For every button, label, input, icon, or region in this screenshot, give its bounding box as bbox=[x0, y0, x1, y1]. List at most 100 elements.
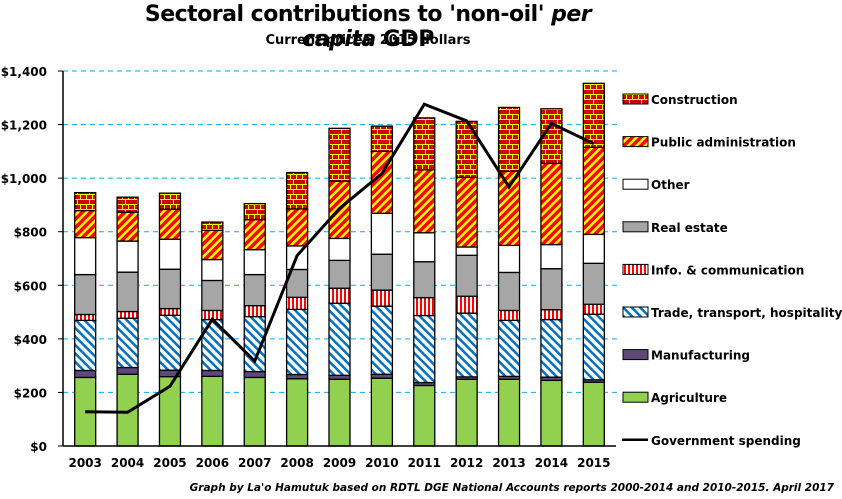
legend-item-trade-transport-hospitality: Trade, transport, hospitality bbox=[622, 306, 842, 320]
bar-manufacturing-2007 bbox=[243, 370, 266, 379]
bar-info-communication-2012 bbox=[455, 295, 478, 314]
bar-info-communication-2003 bbox=[74, 313, 97, 322]
bar-trade-transport-hospitality-2011 bbox=[413, 314, 436, 384]
bar-trade-transport-hospitality-2015 bbox=[582, 313, 605, 381]
gridlines bbox=[63, 70, 618, 393]
bar-info-communication-2010 bbox=[370, 289, 394, 307]
bar-agriculture-2009 bbox=[328, 378, 351, 447]
bar-agriculture-2006 bbox=[201, 375, 224, 447]
bar-info-communication-2011 bbox=[413, 296, 436, 317]
bar-info-communication-2008 bbox=[285, 296, 309, 311]
legend-label: Construction bbox=[651, 93, 738, 107]
x-tick-label: 2003 bbox=[68, 456, 101, 470]
bar-public-administration-2014 bbox=[540, 162, 563, 246]
x-tick-label: 2011 bbox=[408, 456, 441, 470]
y-tick-label: $600 bbox=[14, 279, 47, 293]
bar-agriculture-2007 bbox=[243, 376, 266, 447]
bar-agriculture-2010 bbox=[370, 377, 394, 447]
bar-trade-transport-hospitality-2009 bbox=[328, 302, 351, 376]
x-tick-label: 2005 bbox=[153, 456, 186, 470]
bar-agriculture-2012 bbox=[455, 378, 478, 447]
bar-real-estate-2015 bbox=[582, 262, 605, 305]
bar-construction-2007 bbox=[243, 202, 266, 221]
bar-public-administration-2015 bbox=[582, 146, 605, 236]
legend-label: Real estate bbox=[651, 221, 728, 235]
x-tick-label: 2009 bbox=[323, 456, 356, 470]
bar-trade-transport-hospitality-2003 bbox=[74, 319, 97, 372]
bar-agriculture-2015 bbox=[582, 381, 605, 447]
bar-construction-2011 bbox=[413, 117, 436, 171]
bar-trade-transport-hospitality-2008 bbox=[285, 308, 309, 376]
legend-swatch bbox=[622, 349, 649, 361]
bar-public-administration-2004 bbox=[116, 211, 139, 242]
bar-stack-2015 bbox=[582, 82, 605, 447]
bar-real-estate-2007 bbox=[243, 273, 266, 307]
legend-swatch bbox=[622, 263, 649, 275]
legend-item-info-communication: Info. & communication bbox=[622, 263, 804, 277]
bar-info-communication-2009 bbox=[328, 287, 351, 304]
legend-item-other: Other bbox=[622, 178, 690, 192]
government-spending-line bbox=[85, 102, 595, 414]
bar-manufacturing-2003 bbox=[74, 369, 97, 379]
legend-item-agriculture: Agriculture bbox=[622, 391, 727, 405]
bar-real-estate-2011 bbox=[413, 261, 436, 299]
bar-agriculture-2011 bbox=[413, 384, 436, 447]
bar-real-estate-2013 bbox=[497, 271, 521, 312]
source-footer: Graph by La'o Hamutuk based on RDTL DGE … bbox=[189, 482, 834, 494]
bar-construction-2006 bbox=[201, 221, 224, 232]
bar-other-2006 bbox=[201, 258, 224, 282]
bar-stack-2011 bbox=[413, 117, 436, 447]
bar-other-2003 bbox=[74, 236, 97, 276]
bar-public-administration-2008 bbox=[285, 208, 309, 247]
bar-stack-2012 bbox=[455, 120, 478, 447]
bar-other-2005 bbox=[158, 238, 182, 270]
bar-agriculture-2008 bbox=[285, 378, 309, 447]
bar-agriculture-2014 bbox=[540, 379, 563, 447]
bar-info-communication-2014 bbox=[540, 309, 563, 321]
bar-other-2010 bbox=[370, 212, 394, 255]
line-government-spending bbox=[85, 102, 595, 414]
bar-public-administration-2011 bbox=[413, 169, 436, 234]
bar-construction-2008 bbox=[285, 171, 309, 210]
x-tick-label: 2004 bbox=[111, 456, 144, 470]
bar-real-estate-2004 bbox=[116, 271, 139, 313]
chart-title-end: GDP bbox=[382, 27, 434, 52]
bar-real-estate-2014 bbox=[540, 268, 563, 311]
x-tick-label: 2008 bbox=[280, 456, 313, 470]
bar-real-estate-2012 bbox=[455, 254, 478, 297]
bar-manufacturing-2004 bbox=[116, 366, 139, 375]
bar-manufacturing-2006 bbox=[201, 369, 224, 378]
bar-construction-2004 bbox=[116, 196, 139, 213]
bar-other-2004 bbox=[116, 240, 139, 273]
x-tick-label: 2010 bbox=[365, 456, 398, 470]
bar-stack-2004 bbox=[116, 196, 139, 447]
bar-construction-2005 bbox=[158, 192, 182, 210]
legend-label: Other bbox=[651, 178, 690, 192]
legend-swatch bbox=[622, 178, 649, 190]
bar-real-estate-2009 bbox=[328, 259, 351, 289]
bar-stack-2014 bbox=[540, 108, 563, 447]
bar-construction-2014 bbox=[540, 108, 563, 165]
legend-item-real-estate: Real estate bbox=[622, 221, 728, 235]
y-tick-label: $200 bbox=[14, 386, 47, 400]
x-tick-label: 2015 bbox=[577, 456, 610, 470]
bar-trade-transport-hospitality-2004 bbox=[116, 317, 139, 369]
chart-title-main: Sectoral contributions to 'non-oil' bbox=[144, 2, 545, 27]
x-tick-label: 2014 bbox=[535, 456, 568, 470]
legend-swatch bbox=[622, 306, 649, 318]
bar-other-2013 bbox=[497, 244, 521, 274]
bar-info-communication-2007 bbox=[243, 304, 266, 318]
y-axis: $0 $200 $400 $600 $800 $1,000 $1,200 $1,400 bbox=[1, 65, 64, 454]
bar-trade-transport-hospitality-2010 bbox=[370, 305, 394, 375]
bar-other-2012 bbox=[455, 246, 478, 256]
bar-stack-2005 bbox=[158, 192, 182, 447]
bar-real-estate-2006 bbox=[201, 279, 224, 312]
chart-subtitle: Current prices, 2015 dollars bbox=[265, 33, 471, 48]
y-tick-label: $400 bbox=[14, 333, 47, 347]
bar-trade-transport-hospitality-2014 bbox=[540, 318, 563, 378]
legend-item-public-administration: Public administration bbox=[622, 136, 796, 150]
legend-label: Government spending bbox=[651, 434, 801, 448]
legend: Construction Public administration Other Re… bbox=[622, 93, 842, 448]
bar-other-2007 bbox=[243, 249, 266, 276]
x-tick-label: 2006 bbox=[196, 456, 229, 470]
